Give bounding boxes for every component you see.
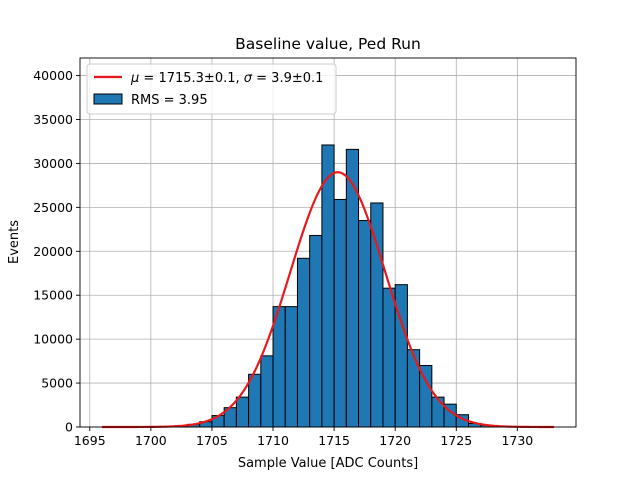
legend-box	[86, 63, 337, 115]
legend-histogram-label: RMS = 3.95	[131, 93, 208, 108]
histogram-bars	[162, 144, 518, 428]
x-axis-ticks: 1695 1700 1705 1710 1715 1720 1725 1730	[74, 427, 533, 448]
y-tick-label: 10000	[33, 332, 73, 347]
y-tick-label: 20000	[33, 244, 73, 259]
histogram-bar	[248, 373, 262, 428]
x-tick-label: 1705	[196, 433, 228, 448]
histogram-bar	[431, 396, 445, 428]
legend-histogram-swatch	[93, 93, 123, 105]
histogram-bar	[358, 220, 372, 428]
x-tick-label: 1730	[501, 433, 533, 448]
y-axis-label: Events	[7, 220, 22, 264]
y-tick-label: 25000	[33, 200, 73, 215]
y-tick-label: 35000	[33, 112, 73, 127]
x-tick-label: 1700	[135, 433, 167, 448]
x-tick-label: 1720	[379, 433, 411, 448]
y-axis-ticks: 0 5000 10000 15000 20000 25000 30000 35000 40000	[33, 68, 80, 435]
x-axis-label: Sample Value [ADC Counts]	[238, 456, 418, 471]
histogram-bar	[406, 349, 421, 428]
legend-sigma-symbol: σ	[244, 71, 253, 86]
y-tick-label: 5000	[41, 376, 73, 391]
histogram-bar	[370, 202, 384, 428]
histogram-bar	[272, 306, 286, 428]
histogram-bar	[382, 287, 396, 428]
legend-sigma-value: = 3.9±0.1	[252, 71, 323, 86]
x-tick-label: 1715	[318, 433, 350, 448]
histogram-bar	[333, 198, 347, 428]
histogram-bar	[321, 144, 335, 428]
legend-fit-label: μ = 1715.3±0.1, σ = 3.9±0.1	[130, 71, 323, 86]
x-tick-label: 1695	[74, 433, 106, 448]
x-tick-label: 1725	[440, 433, 472, 448]
histogram-bar	[284, 306, 298, 428]
chart-title: Baseline value, Ped Run	[235, 35, 421, 53]
legend-mu-symbol: μ	[130, 71, 139, 86]
y-tick-label: 30000	[33, 156, 73, 171]
plot-frame	[79, 57, 577, 428]
x-tick-label: 1710	[257, 433, 289, 448]
y-tick-label: 0	[65, 420, 73, 435]
histogram-bar	[260, 355, 274, 428]
y-tick-label: 15000	[33, 288, 73, 303]
legend-mu-value: = 1715.3±0.1,	[139, 71, 243, 86]
y-tick-label: 40000	[33, 68, 73, 83]
histogram-bar	[309, 234, 323, 428]
histogram-bar	[235, 396, 250, 428]
legend: μ = 1715.3±0.1, σ = 3.9±0.1 RMS = 3.95	[86, 63, 337, 115]
gaussian-fit-line	[101, 171, 555, 429]
histogram-bar	[296, 257, 311, 428]
